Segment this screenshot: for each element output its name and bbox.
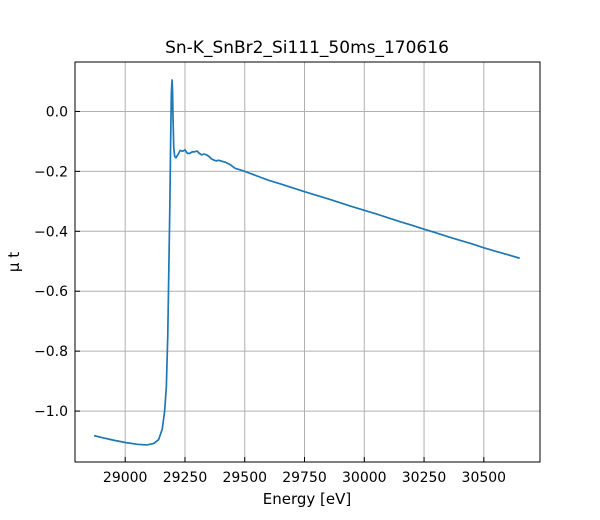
y-axis-label: μ t [5,252,23,272]
grid-lines [75,62,540,462]
x-tick-label: 29750 [282,470,327,486]
y-tick-label: −0.4 [34,224,68,240]
x-axis-label: Energy [eV] [263,490,351,508]
plot-area [93,79,520,446]
y-tick-label: 0.0 [46,104,68,120]
axis-ticks: 29000 29250 29500 29750 30000 30250 30500 0.0 −0… [34,104,506,486]
x-tick-label: 30250 [402,470,447,486]
y-tick-label: −1.0 [34,404,68,420]
y-tick-label: −0.2 [34,164,68,180]
y-tick-label: −0.8 [34,344,68,360]
plot-frame [74,61,541,463]
x-tick-label: 30500 [462,470,507,486]
x-tick-label: 29250 [163,470,208,486]
x-tick-label: 29500 [222,470,267,486]
y-tick-label: −0.6 [34,284,68,300]
series-line [93,79,520,446]
x-tick-label: 30000 [342,470,387,486]
chart-title: Sn-K_SnBr2_Si111_50ms_170616 [165,38,449,58]
x-tick-label: 29000 [103,470,148,486]
